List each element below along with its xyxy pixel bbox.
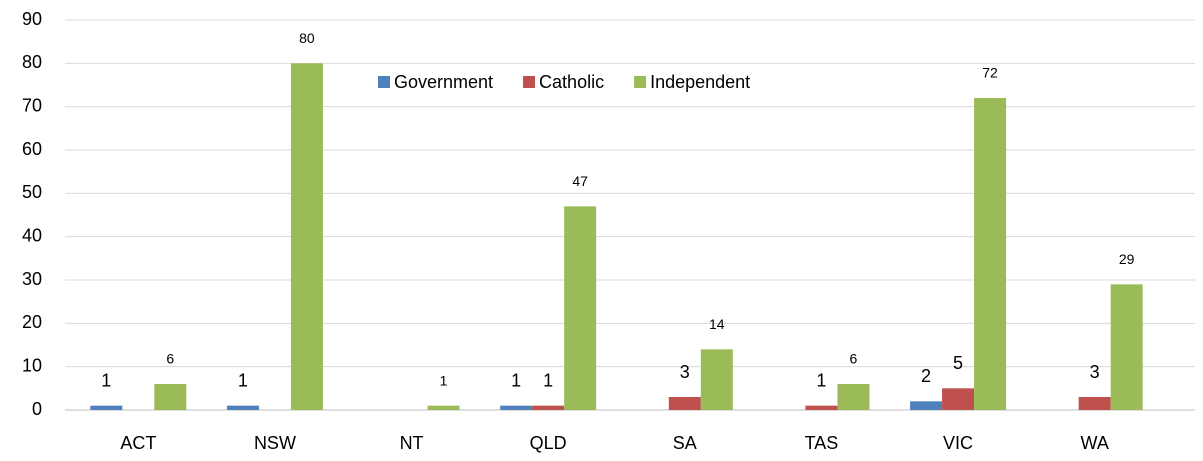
legend-label: Government xyxy=(394,72,493,92)
data-label: 3 xyxy=(680,362,690,382)
legend-swatch xyxy=(523,76,536,88)
bar xyxy=(974,98,1007,410)
data-label: 6 xyxy=(850,351,858,367)
x-tick-label: SA xyxy=(673,433,697,453)
legend-swatch xyxy=(634,76,647,88)
data-label: 1 xyxy=(101,370,111,390)
y-tick-label: 0 xyxy=(32,399,42,419)
y-tick-label: 20 xyxy=(22,312,42,332)
legend-label: Independent xyxy=(650,72,750,92)
y-tick-label: 30 xyxy=(22,269,42,289)
bar xyxy=(668,397,701,410)
bar xyxy=(1110,284,1143,410)
bar xyxy=(564,206,597,410)
bar xyxy=(805,405,838,410)
data-label: 1 xyxy=(543,370,553,390)
x-tick-label: TAS xyxy=(805,433,839,453)
data-label: 29 xyxy=(1119,251,1135,267)
legend-swatch xyxy=(378,76,390,88)
y-tick-label: 90 xyxy=(22,9,42,29)
x-tick-label: NSW xyxy=(254,433,296,453)
bar xyxy=(1078,397,1111,410)
bar xyxy=(500,405,533,410)
bar xyxy=(700,349,733,410)
x-tick-label: QLD xyxy=(530,433,567,453)
data-label: 2 xyxy=(921,366,931,386)
legend-label: Catholic xyxy=(539,72,604,92)
bar xyxy=(226,405,259,410)
data-label: 47 xyxy=(572,173,588,189)
data-label: 3 xyxy=(1090,362,1100,382)
y-tick-label: 50 xyxy=(22,182,42,202)
y-tick-label: 70 xyxy=(22,95,42,115)
data-label: 72 xyxy=(982,65,998,81)
bar xyxy=(90,405,123,410)
x-tick-label: VIC xyxy=(943,433,973,453)
bar xyxy=(532,405,565,410)
data-label: 1 xyxy=(238,370,248,390)
bar xyxy=(910,401,943,410)
data-label: 6 xyxy=(166,351,174,367)
bar xyxy=(154,384,187,410)
x-tick-label: WA xyxy=(1081,433,1109,453)
y-tick-label: 40 xyxy=(22,225,42,245)
bar xyxy=(290,63,323,410)
data-label: 14 xyxy=(709,316,725,332)
data-label: 1 xyxy=(440,372,448,388)
bar xyxy=(942,388,975,410)
data-label: 1 xyxy=(511,370,521,390)
data-label: 1 xyxy=(816,370,826,390)
x-tick-label: NT xyxy=(400,433,424,453)
data-label: 5 xyxy=(953,353,963,373)
bar xyxy=(837,384,870,410)
bar xyxy=(427,405,460,410)
x-tick-label: ACT xyxy=(120,433,156,453)
y-tick-label: 80 xyxy=(22,52,42,72)
y-tick-label: 10 xyxy=(22,355,42,375)
data-label: 80 xyxy=(299,30,315,46)
y-tick-label: 60 xyxy=(22,139,42,159)
